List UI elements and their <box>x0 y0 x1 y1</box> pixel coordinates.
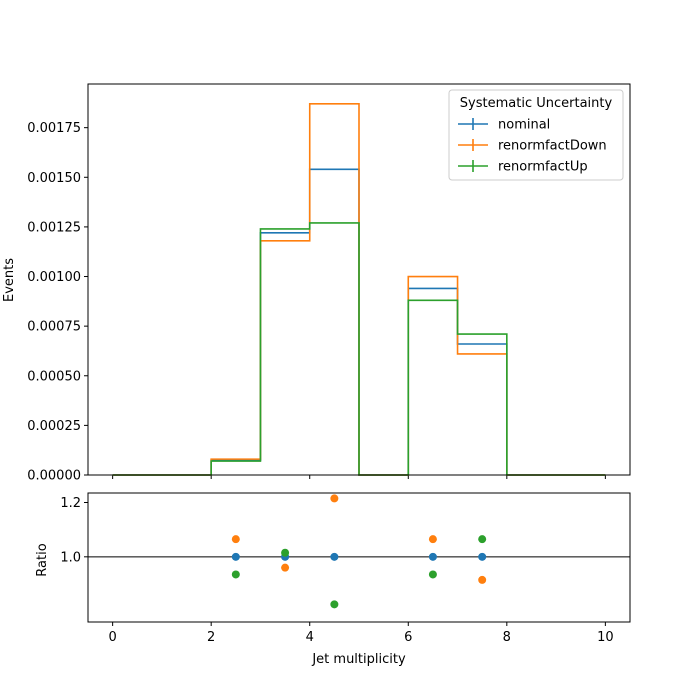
legend-entry-renormfactUp: renormfactUp <box>458 160 588 175</box>
main-y-tick-label: 0.00050 <box>27 369 81 384</box>
x-tick-label: 10 <box>597 630 614 645</box>
ratio-point-renormfactUp <box>330 600 339 609</box>
ratio-panel: 1.0 1.2 0 2 4 6 8 10 Ratio Jet multiplicity <box>35 492 631 667</box>
main-histogram-panel: 0.00000 0.00025 0.00050 0.00075 0.00100 0.001… <box>2 83 631 484</box>
x-tick-label: 0 <box>108 630 116 645</box>
ratio-points <box>231 494 487 609</box>
legend-entries: nominal renormfactDown renormfactUp <box>458 118 607 175</box>
x-tick-label: 2 <box>207 630 215 645</box>
ratio-point-renormfactUp <box>231 570 240 579</box>
legend-label: nominal <box>498 118 550 133</box>
legend: Systematic Uncertainty nominal renormfact… <box>448 89 624 181</box>
ratio-point-renormfactDown <box>231 535 240 544</box>
main-y-tick-label: 0.00025 <box>27 419 81 434</box>
ratio-y-tick-label: 1.0 <box>60 550 81 565</box>
legend-label: renormfactUp <box>498 160 588 175</box>
main-y-tick-label: 0.00075 <box>27 320 81 335</box>
main-plot-frame <box>87 83 631 476</box>
ratio-plot-frame <box>87 492 631 623</box>
ratio-point-renormfactUp <box>281 548 290 557</box>
ratio-point-renormfactDown <box>428 535 437 544</box>
legend-entry-renormfactDown: renormfactDown <box>458 139 607 154</box>
ratio-y-tick-label: 1.2 <box>60 496 81 511</box>
ratio-point-nominal <box>330 552 339 561</box>
ratio-point-nominal <box>231 552 240 561</box>
ratio-point-nominal <box>478 552 487 561</box>
ratio-y-ticks: 1.0 1.2 <box>60 496 88 565</box>
main-y-tick-label: 0.00125 <box>27 220 81 235</box>
main-series-steps <box>112 103 606 476</box>
x-tick-label: 4 <box>306 630 314 645</box>
main-y-tick-label: 0.00150 <box>27 171 81 186</box>
x-tick-label: 8 <box>503 630 511 645</box>
series-step-renormfactUp <box>112 222 606 476</box>
ratio-point-nominal <box>428 552 437 561</box>
main-y-tick-label: 0.00000 <box>27 469 81 484</box>
main-y-ticks: 0.00000 0.00025 0.00050 0.00075 0.00100 0.001… <box>27 121 88 484</box>
legend-label: renormfactDown <box>498 139 607 154</box>
ratio-y-axis-label: Ratio <box>35 543 50 576</box>
main-y-axis-label: Events <box>2 258 17 302</box>
legend-entry-nominal: nominal <box>458 118 550 133</box>
x-axis-label: Jet multiplicity <box>311 652 406 667</box>
ratio-point-renormfactDown <box>330 494 339 503</box>
x-tick-label: 6 <box>404 630 412 645</box>
main-y-tick-label: 0.00175 <box>27 121 81 136</box>
main-y-tick-label: 0.00100 <box>27 270 81 285</box>
legend-box <box>448 89 624 181</box>
ratio-x-ticks: 0 2 4 6 8 10 <box>108 622 614 645</box>
ratio-point-renormfactDown <box>281 563 290 572</box>
legend-title: Systematic Uncertainty <box>460 96 613 111</box>
ratio-point-renormfactUp <box>428 570 437 579</box>
ratio-point-renormfactDown <box>478 575 487 584</box>
ratio-point-renormfactUp <box>478 535 487 544</box>
